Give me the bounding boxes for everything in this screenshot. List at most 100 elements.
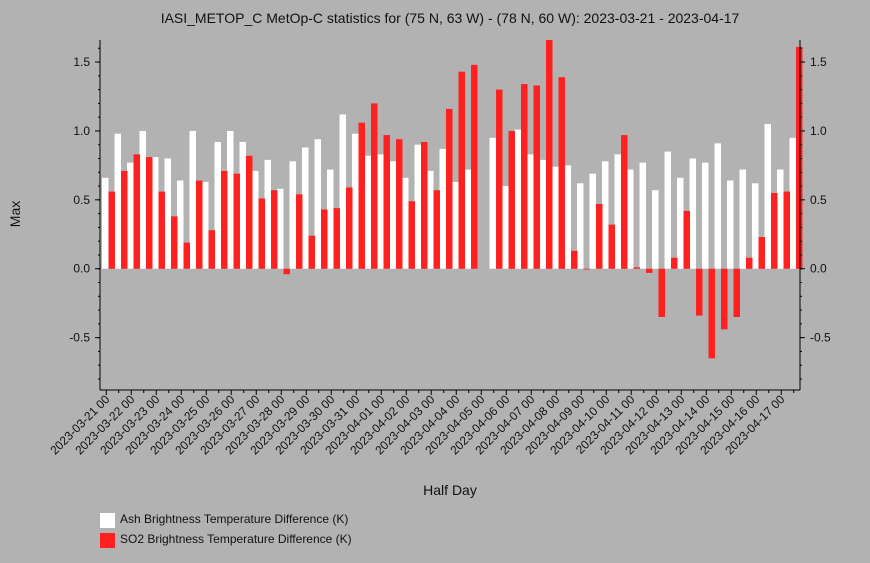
ash-bar-14	[277, 188, 284, 269]
so2-bar-39	[596, 203, 603, 269]
ash-bar-45	[664, 151, 671, 269]
ash-bar-50	[727, 180, 734, 269]
ash-bar-16	[302, 147, 309, 269]
y-tick-label-right: -0.5	[810, 331, 831, 345]
legend-item-so2: SO2 Brightness Temperature Difference (K…	[100, 532, 400, 550]
so2-bar-13	[271, 190, 278, 269]
so2-bar-35	[546, 40, 553, 269]
so2-bar-26	[433, 190, 440, 269]
y-tick-label-right: 1.0	[810, 124, 827, 138]
so2-bar-15	[296, 194, 303, 269]
y-tick-label-left: 1.0	[73, 124, 90, 138]
so2-bar-36	[558, 77, 565, 269]
so2-bar-23	[396, 139, 403, 269]
so2-bar-31	[496, 89, 503, 269]
so2-bar-33	[521, 84, 528, 269]
so2-bar-1	[121, 170, 128, 269]
ash-bar-24	[402, 177, 409, 269]
so2-bar-14	[283, 268, 290, 275]
ash-bar-52	[752, 183, 759, 269]
so2-bar-50	[733, 268, 740, 317]
ash-bar-47	[689, 158, 696, 269]
so2-bar-3	[146, 157, 153, 269]
so2-bar-47	[696, 268, 703, 316]
y-tick-label-right: 0.0	[810, 262, 827, 276]
y-tick-label-left: 0.5	[73, 193, 90, 207]
legend-label-so2: SO2 Brightness Temperature Difference (K…	[120, 532, 352, 546]
y-tick-label-right: 1.5	[810, 55, 827, 69]
ash-bar-21	[364, 155, 371, 269]
ash-bar-7	[189, 130, 196, 269]
so2-bar-18	[333, 208, 340, 269]
ash-bar-43	[639, 162, 646, 269]
y-tick-label-left: 0.0	[73, 262, 90, 276]
so2-bar-21	[371, 103, 378, 269]
legend-swatch-so2	[100, 533, 115, 548]
chart-title: IASI_METOP_C MetOp-C statistics for (75 …	[161, 10, 740, 26]
ash-bar-4	[152, 157, 159, 269]
ash-bar-15	[289, 161, 296, 269]
so2-bar-38	[583, 268, 590, 270]
y-tick-label-left: 1.5	[73, 55, 90, 69]
ash-bar-10	[227, 130, 234, 269]
so2-bar-41	[621, 135, 628, 269]
so2-bar-29	[471, 64, 478, 269]
ash-bar-18	[327, 169, 334, 269]
so2-bar-24	[408, 201, 415, 269]
so2-bar-28	[458, 71, 465, 269]
ash-bar-46	[677, 177, 684, 269]
so2-bar-12	[258, 198, 265, 269]
ash-bar-5	[164, 158, 171, 269]
so2-bar-5	[171, 216, 178, 269]
ash-bar-33	[514, 129, 521, 269]
ash-bar-44	[652, 190, 659, 269]
so2-bar-52	[758, 237, 765, 269]
axes-group: -0.5 -0.50.0 0.00.5 0.51.0 1.01.5 1.52023-03-…	[47, 40, 831, 457]
so2-bar-10	[233, 173, 240, 269]
legend-swatch-ash	[100, 513, 115, 528]
so2-bar-22	[383, 135, 390, 269]
ash-bar-31	[489, 137, 496, 269]
ash-bar-2	[127, 162, 134, 269]
ash-bar-37	[564, 165, 571, 269]
ash-bar-27	[439, 148, 446, 269]
ash-bar-35	[539, 159, 546, 269]
so2-bar-19	[346, 187, 353, 269]
ash-bar-20	[352, 133, 359, 269]
ash-bar-13	[264, 159, 271, 269]
ash-bar-32	[502, 186, 509, 269]
y-tick-label-left: -0.5	[69, 331, 90, 345]
so2-bar-25	[421, 141, 428, 269]
x-axis-label: Half Day	[423, 482, 477, 498]
ash-bar-23	[389, 161, 396, 269]
so2-bar-42	[633, 267, 640, 269]
ash-bar-48	[702, 162, 709, 269]
legend-item-ash: Ash Brightness Temperature Difference (K…	[100, 512, 400, 530]
legend-label-ash: Ash Brightness Temperature Difference (K…	[120, 512, 349, 526]
so2-bar-48	[708, 268, 715, 359]
ash-bar-39	[589, 173, 596, 269]
ash-bar-22	[377, 154, 384, 269]
ash-bar-1	[114, 133, 121, 269]
ash-bar-9	[214, 141, 221, 269]
ash-bar-19	[339, 114, 346, 269]
so2-bar-6	[183, 242, 190, 269]
ash-bar-11	[239, 141, 246, 269]
bars-group	[102, 40, 803, 359]
so2-bar-51	[746, 257, 753, 269]
ash-bar-6	[177, 180, 184, 269]
so2-bar-32	[508, 130, 515, 269]
ash-bar-55	[789, 137, 796, 269]
so2-bar-9	[221, 170, 228, 269]
so2-bar-7	[196, 180, 203, 269]
ash-bar-12	[252, 170, 259, 269]
ash-bar-29	[464, 169, 471, 269]
ash-bar-17	[314, 139, 321, 269]
ash-bar-49	[714, 143, 721, 269]
so2-bar-20	[358, 122, 365, 269]
y-axis-label: Max	[7, 201, 23, 227]
so2-bar-0	[108, 191, 115, 269]
ash-bar-51	[739, 169, 746, 269]
ash-bar-36	[552, 166, 559, 269]
